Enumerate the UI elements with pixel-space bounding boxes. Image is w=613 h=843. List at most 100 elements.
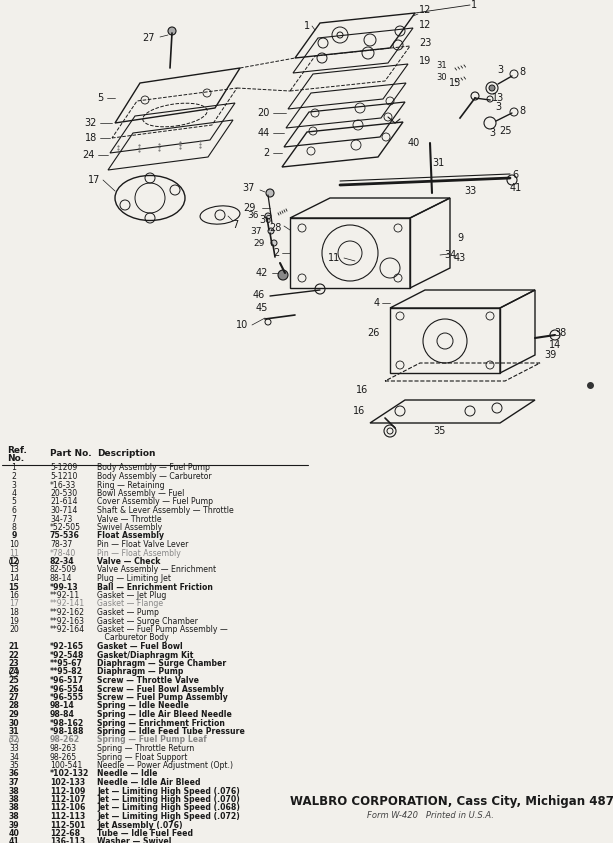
- Text: 1: 1: [471, 0, 477, 10]
- Text: 36: 36: [9, 770, 20, 778]
- Text: **92-164: **92-164: [50, 625, 85, 634]
- Circle shape: [168, 27, 176, 35]
- Text: *96-517: *96-517: [50, 676, 84, 685]
- Text: 4: 4: [374, 298, 380, 308]
- Circle shape: [268, 228, 274, 234]
- Text: 33: 33: [9, 744, 19, 753]
- Circle shape: [266, 189, 274, 197]
- Text: 98-262: 98-262: [50, 735, 80, 744]
- Text: 112-107: 112-107: [50, 795, 85, 804]
- Text: 34: 34: [9, 753, 19, 761]
- Text: Screw — Fuel Bowl Assembly: Screw — Fuel Bowl Assembly: [97, 685, 224, 694]
- Text: 10: 10: [236, 320, 248, 330]
- Text: *92-165: *92-165: [50, 642, 84, 651]
- Text: Spring — Throttle Return: Spring — Throttle Return: [97, 744, 194, 753]
- Text: Valve Assembly — Enrichment: Valve Assembly — Enrichment: [97, 566, 216, 574]
- Text: 38: 38: [9, 787, 20, 796]
- Text: *98-162: *98-162: [50, 718, 84, 728]
- Text: Needle — Idle: Needle — Idle: [97, 770, 158, 778]
- Text: 19: 19: [419, 56, 431, 66]
- Text: 102-133: 102-133: [50, 778, 85, 787]
- Text: 100-541: 100-541: [50, 761, 82, 770]
- Text: 14: 14: [549, 340, 561, 350]
- Text: 3: 3: [497, 65, 503, 75]
- Circle shape: [278, 270, 288, 280]
- Text: 20: 20: [257, 108, 270, 118]
- Text: 38: 38: [554, 328, 566, 338]
- Circle shape: [271, 240, 277, 246]
- Text: Jet — Limiting High Speed (.072): Jet — Limiting High Speed (.072): [97, 812, 240, 821]
- Text: Diaphragm — Surge Chamber: Diaphragm — Surge Chamber: [97, 659, 226, 668]
- Text: Gasket — Pump: Gasket — Pump: [97, 608, 159, 617]
- Text: Spring — Float Support: Spring — Float Support: [97, 753, 188, 761]
- Text: 34-73: 34-73: [50, 514, 72, 524]
- Text: 37: 37: [251, 227, 262, 235]
- Text: Pin — Float Valve Lever: Pin — Float Valve Lever: [97, 540, 188, 549]
- Text: *16-33: *16-33: [50, 481, 76, 490]
- Text: 39: 39: [9, 820, 20, 830]
- Text: Shaft & Lever Assembly — Throttle: Shaft & Lever Assembly — Throttle: [97, 506, 234, 515]
- Text: Ball — Enrichment Friction: Ball — Enrichment Friction: [97, 583, 213, 592]
- Text: 27: 27: [142, 33, 155, 43]
- Text: 30-714: 30-714: [50, 506, 77, 515]
- Text: 24: 24: [83, 150, 95, 160]
- Text: 13: 13: [9, 566, 19, 574]
- Text: 75-536: 75-536: [50, 531, 80, 540]
- Text: 17: 17: [9, 599, 19, 609]
- Text: Body Assembly — Fuel Pump: Body Assembly — Fuel Pump: [97, 464, 210, 472]
- Text: Needle — Idle Air Bleed: Needle — Idle Air Bleed: [97, 778, 200, 787]
- Text: 1: 1: [304, 21, 310, 31]
- Text: 7: 7: [12, 514, 17, 524]
- Text: 29: 29: [254, 239, 265, 248]
- Text: 21-614: 21-614: [50, 497, 77, 507]
- Text: 26: 26: [368, 328, 380, 338]
- Text: 2: 2: [274, 248, 280, 258]
- Text: *99-13: *99-13: [50, 583, 78, 592]
- Text: **92-163: **92-163: [50, 616, 85, 626]
- Text: 31: 31: [432, 158, 444, 168]
- Text: 12: 12: [419, 5, 431, 15]
- Text: 98-84: 98-84: [50, 710, 75, 719]
- Text: 8: 8: [12, 523, 17, 532]
- Text: *92-548: *92-548: [50, 651, 85, 659]
- Text: 36: 36: [260, 215, 272, 225]
- Text: 33: 33: [464, 186, 476, 196]
- Text: 26: 26: [9, 685, 20, 694]
- Text: 29: 29: [243, 203, 256, 213]
- Text: **95-67: **95-67: [50, 659, 83, 668]
- Text: Plug — Limiting Jet: Plug — Limiting Jet: [97, 574, 171, 583]
- Text: Gasket — Fuel Pump Assembly —: Gasket — Fuel Pump Assembly —: [97, 625, 228, 634]
- Text: **92-141: **92-141: [50, 599, 85, 609]
- Text: 38: 38: [9, 803, 20, 813]
- Text: Float Assembly: Float Assembly: [97, 531, 164, 540]
- Text: 112-501: 112-501: [50, 820, 85, 830]
- Text: 25: 25: [9, 676, 20, 685]
- Text: 21: 21: [9, 642, 20, 651]
- Text: 35: 35: [9, 761, 19, 770]
- Text: 46: 46: [253, 290, 265, 300]
- Text: 37: 37: [9, 778, 20, 787]
- Text: 6: 6: [512, 170, 518, 180]
- Text: 98-265: 98-265: [50, 753, 77, 761]
- Text: 11: 11: [9, 549, 19, 557]
- Circle shape: [265, 213, 271, 219]
- Text: Gasket/Diaphragm Kit: Gasket/Diaphragm Kit: [97, 651, 193, 659]
- Text: *78-40: *78-40: [50, 549, 76, 557]
- Text: 29: 29: [9, 710, 20, 719]
- Text: 36: 36: [248, 212, 259, 221]
- Text: 45: 45: [256, 303, 268, 313]
- Text: 9: 9: [457, 233, 463, 243]
- Text: 82-509: 82-509: [50, 566, 77, 574]
- Text: 6: 6: [12, 506, 17, 515]
- Text: Body Assembly — Carburetor: Body Assembly — Carburetor: [97, 472, 211, 481]
- Text: 12: 12: [419, 20, 431, 30]
- Text: 5-1210: 5-1210: [50, 472, 77, 481]
- Text: 25: 25: [499, 126, 511, 136]
- Text: 35: 35: [434, 426, 446, 436]
- Text: 5: 5: [97, 93, 103, 103]
- Text: 2: 2: [12, 472, 17, 481]
- Text: 15: 15: [449, 78, 461, 88]
- Text: 30: 30: [9, 718, 20, 728]
- Text: Gasket — Fuel Bowl: Gasket — Fuel Bowl: [97, 642, 183, 651]
- Text: 7: 7: [232, 220, 238, 230]
